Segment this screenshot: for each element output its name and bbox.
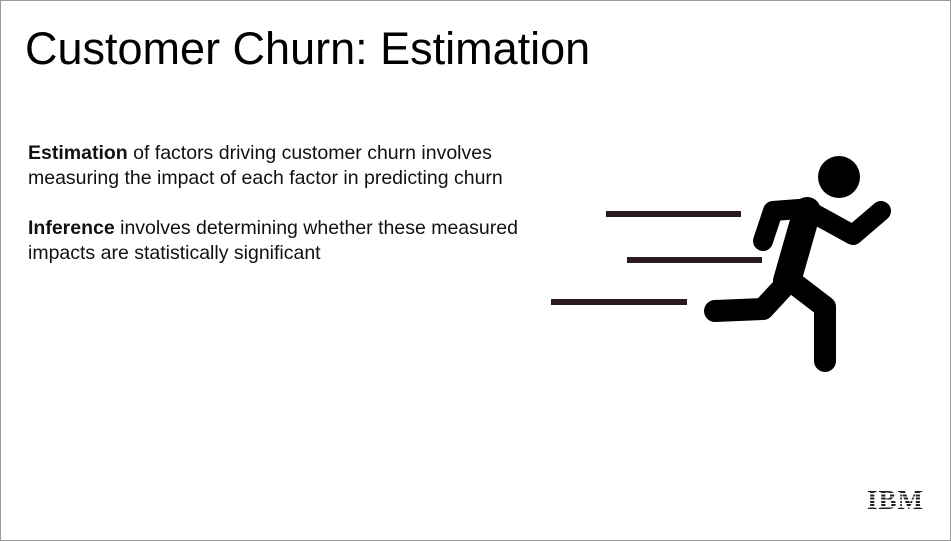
runner-arm xyxy=(803,201,891,245)
term: Estimation xyxy=(28,142,128,164)
runner-leg xyxy=(704,272,798,322)
runner-arm xyxy=(753,199,809,251)
runner xyxy=(704,156,891,372)
logo-stripes xyxy=(867,491,925,511)
paragraph: Estimation of factors driving customer c… xyxy=(28,141,560,191)
slide-title: Customer Churn: Estimation xyxy=(25,23,591,74)
paragraph-text: involves determining whether these measu… xyxy=(28,217,518,264)
logo: IBM xyxy=(867,485,925,515)
runner-torso xyxy=(773,197,821,295)
term: Inference xyxy=(28,217,115,239)
runner-leg xyxy=(780,270,836,372)
speed-lines xyxy=(551,211,762,305)
paragraph: Inference involves determining whether t… xyxy=(28,216,560,266)
paragraph-text: of factors driving customer churn involv… xyxy=(28,142,503,189)
runner-head xyxy=(818,156,860,198)
